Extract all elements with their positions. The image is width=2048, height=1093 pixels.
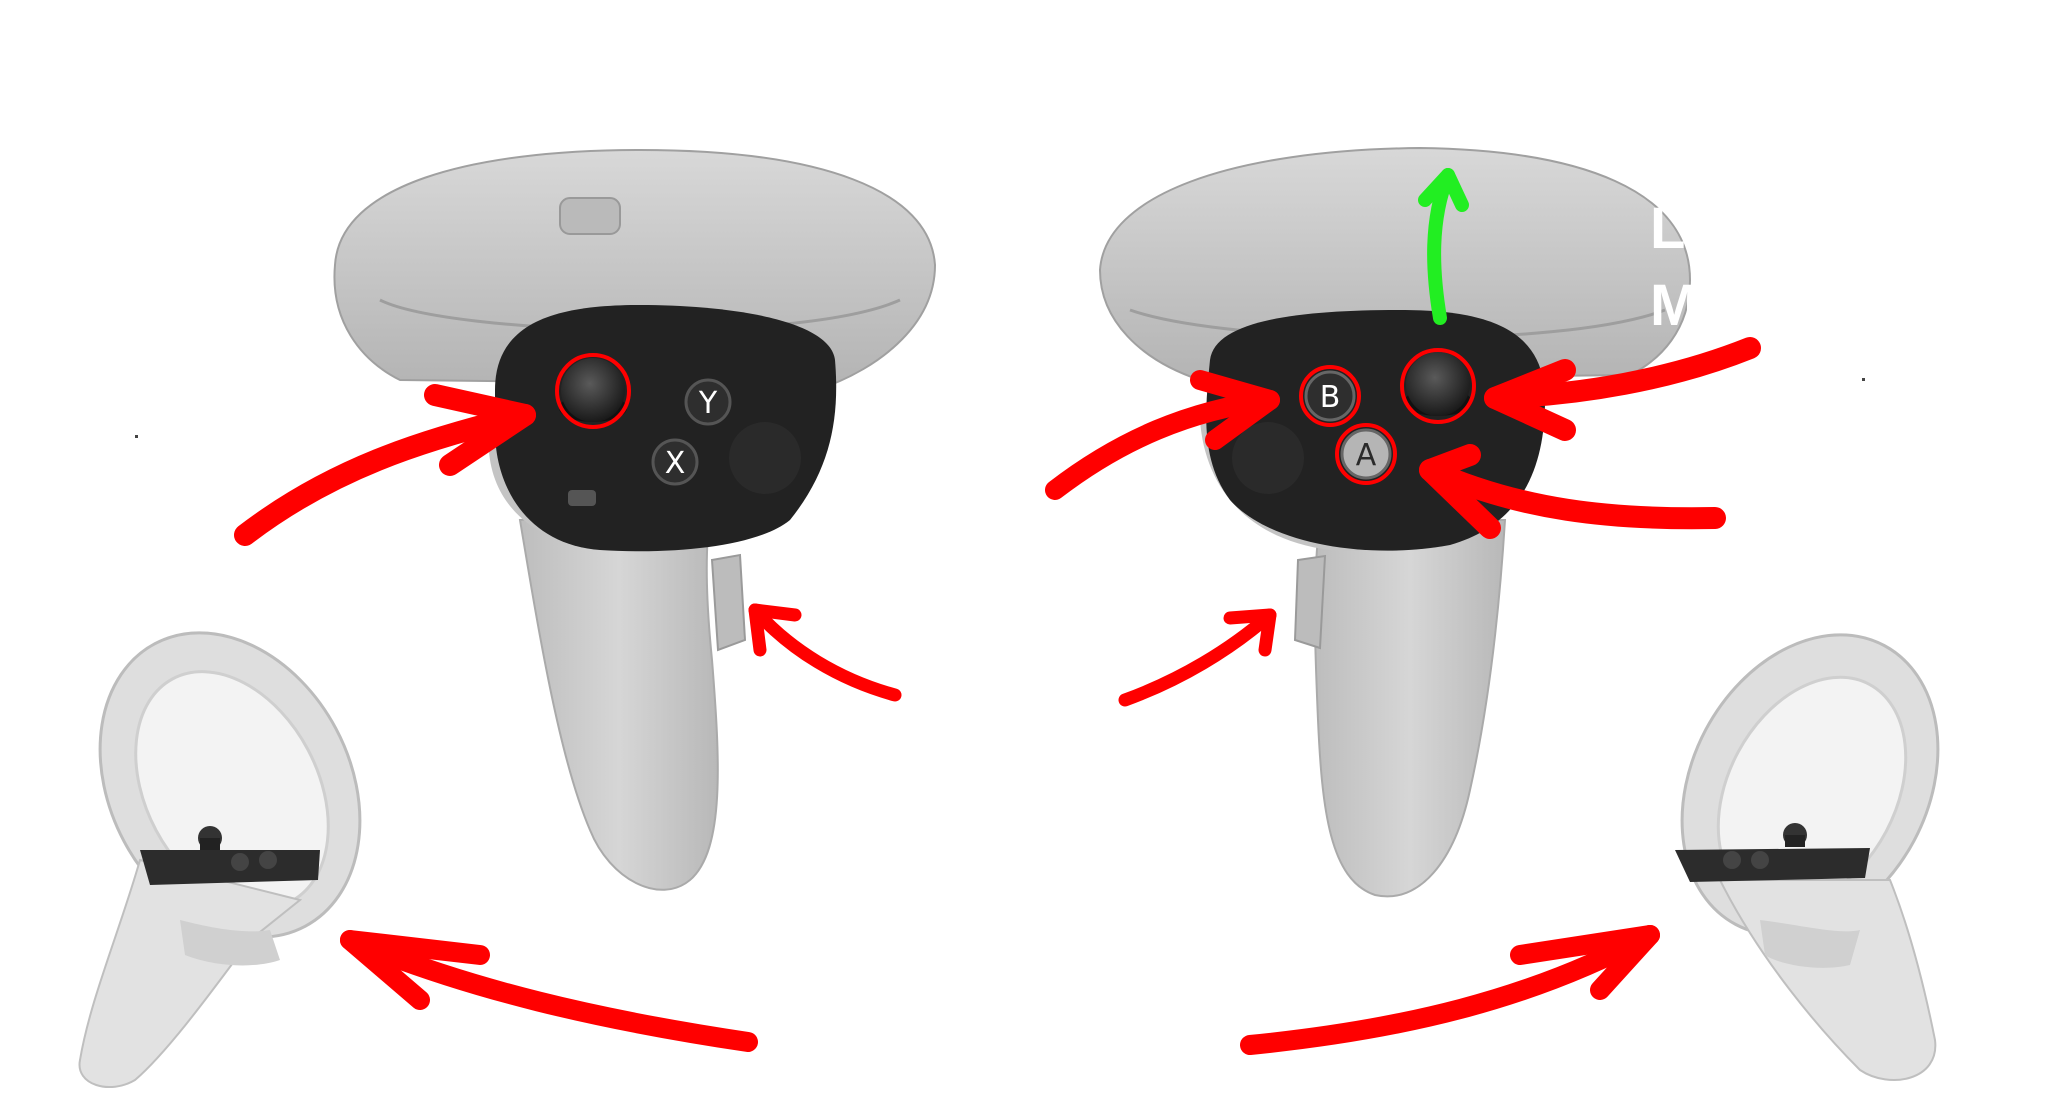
left-y-button <box>684 378 732 426</box>
right-controller: B A <box>1098 146 1692 898</box>
arrow-a-button <box>1419 444 1726 539</box>
b-button-highlight <box>1299 365 1361 427</box>
arrow-left-trigger <box>748 603 902 702</box>
green-arrow <box>1418 168 1469 325</box>
left-controller-grip <box>518 498 719 891</box>
right-thumbstick-highlight <box>1400 348 1476 424</box>
stray-mark <box>1862 378 1865 381</box>
stray-mark <box>135 435 138 438</box>
left-y-label: Y <box>698 386 718 421</box>
left-trigger <box>710 553 747 652</box>
right-b-label: B <box>1320 380 1341 415</box>
red-annotations <box>234 337 1761 1055</box>
left-x-label: X <box>665 446 686 481</box>
right-b-button <box>1304 370 1356 422</box>
partial-text-line-1: L <box>1650 196 1685 261</box>
left-thumbstick-highlight <box>555 353 631 429</box>
right-a-button <box>1340 428 1392 480</box>
arrow-left-thumbstick <box>234 384 536 546</box>
right-thumb-rest <box>1232 422 1304 494</box>
right-thumbstick <box>1406 352 1470 416</box>
arrow-right-side-grip <box>1240 925 1660 1055</box>
left-menu-button <box>568 490 596 506</box>
arrow-right-trigger <box>1118 608 1277 707</box>
arrow-b-button <box>1045 370 1280 500</box>
arrow-left-side-grip <box>340 930 758 1052</box>
right-controller-grip <box>1313 519 1507 898</box>
left-x-button <box>651 438 699 486</box>
left-controller-side-view <box>78 631 362 1089</box>
right-trigger <box>1293 554 1327 650</box>
right-a-label: A <box>1356 438 1377 473</box>
arrow-right-thumbstick <box>1484 337 1761 441</box>
right-tracking-ring <box>1098 146 1692 382</box>
left-controller: Y X <box>333 148 937 891</box>
left-thumbstick <box>561 358 625 422</box>
left-ring-notch <box>559 197 621 235</box>
partial-text-line-2: M <box>1650 273 1698 338</box>
a-button-highlight <box>1335 423 1397 485</box>
right-controller-side-view <box>1675 633 1940 1081</box>
left-thumb-rest <box>729 422 801 494</box>
